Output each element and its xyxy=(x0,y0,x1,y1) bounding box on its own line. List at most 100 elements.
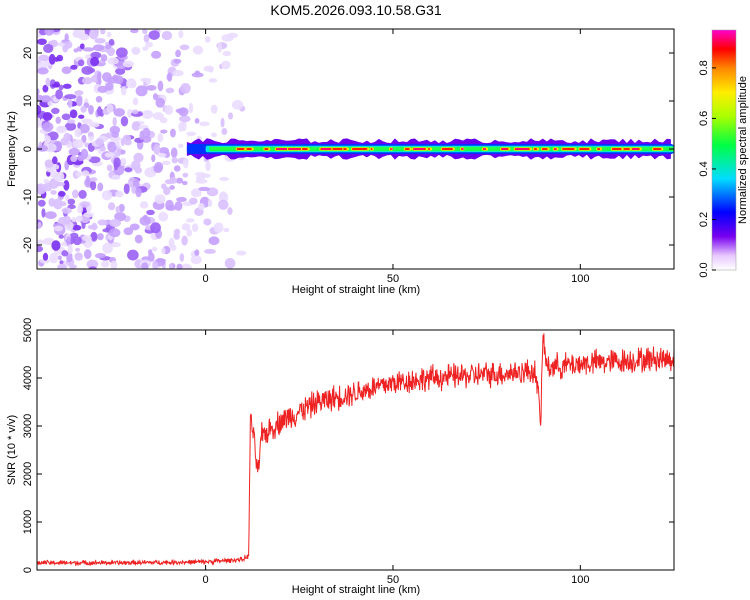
y-tick-label: 20 xyxy=(22,47,34,59)
colorbar: 0.0 0.2 0.4 0.6 0.8 Normalized spectral ampl… xyxy=(698,29,749,278)
noise-blob xyxy=(56,181,65,187)
noise-blob xyxy=(127,108,133,118)
noise-blob xyxy=(41,122,54,132)
noise-blob xyxy=(92,44,105,52)
noise-blob xyxy=(43,237,55,246)
noise-blob xyxy=(95,138,104,146)
noise-blob xyxy=(109,136,122,142)
noise-blob xyxy=(89,177,98,182)
noise-blob xyxy=(81,77,93,85)
noise-blob xyxy=(83,212,94,218)
noise-blob xyxy=(200,173,211,178)
noise-blob xyxy=(81,170,90,177)
noise-blob xyxy=(79,43,85,50)
noise-blob xyxy=(51,240,61,251)
noise-blob xyxy=(61,66,72,75)
noise-blob xyxy=(75,215,83,222)
noise-blob xyxy=(186,131,197,137)
band-red xyxy=(246,147,252,151)
noise-blob xyxy=(114,211,126,222)
noise-blob xyxy=(161,30,173,41)
noise-blob xyxy=(194,118,200,124)
noise-blob xyxy=(86,259,99,269)
noise-blob xyxy=(139,130,145,141)
noise-blob xyxy=(116,147,121,157)
noise-blob xyxy=(90,56,100,67)
noise-blob xyxy=(61,113,71,121)
band-peak xyxy=(461,148,464,150)
noise-blob xyxy=(107,47,115,57)
noise-blob xyxy=(205,160,211,172)
noise-blob xyxy=(231,100,244,110)
noise-blob xyxy=(222,50,232,57)
noise-blob xyxy=(199,121,210,127)
noise-blob xyxy=(180,263,192,269)
noise-blob xyxy=(156,258,166,263)
colorbar-tick-label: 0.4 xyxy=(698,161,710,176)
noise-blob xyxy=(141,262,149,269)
noise-blob xyxy=(150,222,161,234)
x-tick-label: 50 xyxy=(387,273,399,285)
colorbar-tick-label: 0.8 xyxy=(698,60,710,75)
noise-blob xyxy=(50,190,57,195)
noise-blob xyxy=(75,247,81,252)
noise-blob xyxy=(95,95,103,103)
band-red xyxy=(597,147,601,151)
noise-blob xyxy=(90,180,97,191)
y-tick-label: -10 xyxy=(22,189,34,205)
noise-blob xyxy=(236,250,247,256)
noise-blob xyxy=(134,234,143,244)
noise-blob xyxy=(131,109,139,115)
noise-blob xyxy=(110,260,118,269)
noise-blob xyxy=(165,87,175,94)
x-tick-label: 100 xyxy=(571,574,589,586)
spectrogram-x-label: Height of straight line (km) xyxy=(292,284,420,296)
noise-blob xyxy=(157,80,164,92)
noise-blob xyxy=(160,129,168,134)
noise-blob xyxy=(82,47,95,52)
y-tick-label: 0 xyxy=(22,146,34,152)
noise-blob xyxy=(227,32,239,39)
noise-blob xyxy=(42,84,49,93)
noise-blob xyxy=(153,164,163,173)
noise-blob xyxy=(69,109,78,119)
noise-blob xyxy=(211,132,217,138)
noise-blob xyxy=(221,127,228,136)
noise-blob xyxy=(106,164,113,172)
noise-blob xyxy=(152,112,164,120)
noise-blob xyxy=(71,217,77,223)
colorbar-tick-label: 0.2 xyxy=(698,212,710,227)
noise-blob xyxy=(113,157,121,168)
noise-blob xyxy=(37,38,47,45)
noise-blob xyxy=(129,223,140,231)
noise-blob xyxy=(133,152,144,163)
noise-blob xyxy=(72,139,84,149)
noise-blob xyxy=(135,85,148,97)
colorbar-axis: 0.0 0.2 0.4 0.6 0.8 xyxy=(698,60,716,278)
noise-blob xyxy=(37,199,46,207)
band-red xyxy=(623,147,631,151)
noise-blob xyxy=(97,219,108,226)
noise-blob xyxy=(44,211,57,220)
noise-blob xyxy=(40,95,52,103)
noise-blob xyxy=(111,174,121,180)
band-red xyxy=(428,147,431,151)
y-tick-label: 10 xyxy=(22,95,34,107)
noise-blob xyxy=(51,107,60,115)
y-tick-label: 2000 xyxy=(22,462,34,486)
noise-blob xyxy=(68,148,80,156)
noise-blob xyxy=(72,224,82,231)
y-tick-label: 1000 xyxy=(22,510,34,534)
noise-blob xyxy=(207,199,213,207)
noise-blob xyxy=(140,77,152,82)
noise-blob xyxy=(175,49,181,58)
noise-blob xyxy=(185,218,195,223)
noise-blob xyxy=(70,64,78,70)
noise-blob xyxy=(118,203,125,213)
band-peak xyxy=(321,148,331,150)
noise-blob xyxy=(90,51,102,59)
noise-blob xyxy=(181,180,188,186)
noise-blob xyxy=(78,59,85,67)
noise-blob xyxy=(161,247,166,255)
noise-blob xyxy=(94,37,106,44)
